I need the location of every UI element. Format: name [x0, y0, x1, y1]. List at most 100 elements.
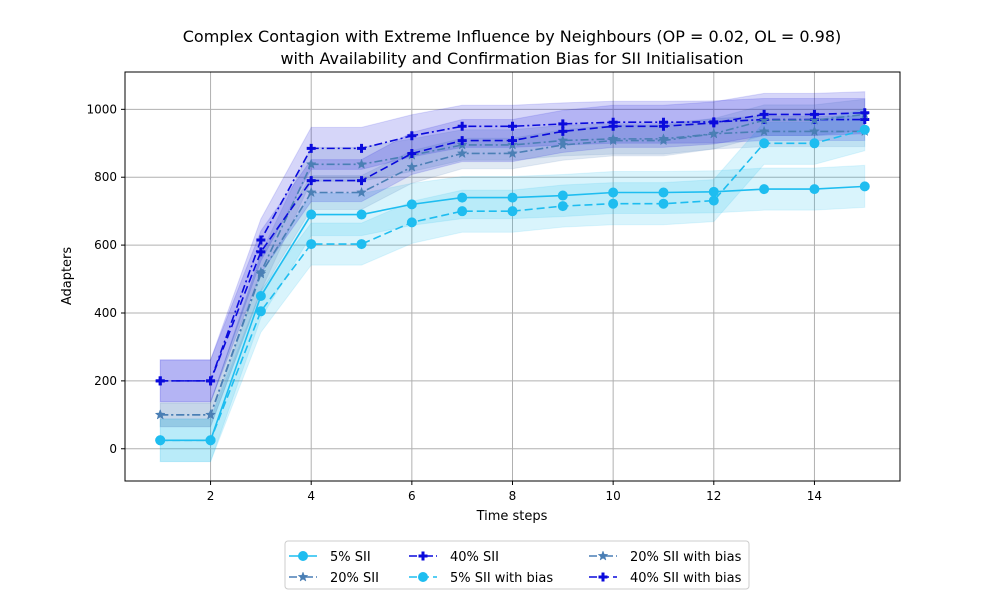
x-tick-label: 10: [606, 489, 621, 503]
series-5-point: [205, 409, 216, 420]
series-1-point: [356, 209, 367, 220]
x-tick-label: 8: [509, 489, 517, 503]
x-tick-label: 6: [408, 489, 416, 503]
series-1-point: [557, 190, 568, 201]
legend-entry-6-label: 40% SII with bias: [630, 571, 742, 586]
legend-entry-1-marker: [298, 551, 308, 561]
series-4-point: [356, 239, 367, 250]
series-3-point: [256, 235, 266, 245]
series-6-point: [357, 176, 367, 186]
series-1-point: [306, 209, 317, 220]
series-4-point: [759, 138, 770, 149]
legend-entry-4-label: 5% SII with bias: [450, 571, 553, 586]
axis-ticks: 2 4 6 8 10 12 14 0 200 400 600 800 1000: [86, 102, 822, 503]
y-tick-label: 400: [94, 306, 117, 320]
series-3-point: [508, 121, 517, 131]
series-4-point: [306, 239, 317, 250]
y-tick-label: 200: [94, 374, 117, 388]
series-5-point: [658, 134, 669, 146]
series-5-line: [160, 113, 865, 416]
series-2-point: [305, 158, 317, 169]
series-5-point: [305, 186, 317, 198]
series-4-point: [658, 198, 669, 209]
y-tick-label: 1000: [86, 102, 117, 116]
series-5-point: [456, 147, 468, 159]
series-4-point: [859, 124, 870, 135]
x-tick-label: 2: [207, 489, 215, 503]
series-6-point: [558, 126, 568, 136]
x-tick-label: 4: [307, 489, 315, 503]
legend-entry-3-marker: [418, 551, 428, 561]
series-5-point: [356, 186, 367, 198]
y-tick-label: 600: [94, 238, 117, 252]
series-3-point: [407, 131, 417, 141]
series-markers: [154, 108, 871, 446]
series-6-point: [759, 109, 769, 119]
series-6-point: [608, 121, 618, 131]
series-5-point: [507, 147, 518, 159]
grid: [125, 72, 900, 481]
series-5-point: [607, 134, 619, 146]
x-axis-label: Time steps: [476, 509, 548, 524]
series-1-point: [658, 187, 669, 198]
series-1-point: [608, 187, 619, 198]
series-4-point: [406, 217, 417, 228]
series-3-point: [457, 121, 467, 131]
series-6-point: [306, 176, 316, 186]
series-5-point: [758, 114, 770, 125]
series-2-point: [809, 125, 820, 137]
series-6-point: [256, 247, 266, 257]
y-tick-label: 0: [109, 442, 117, 456]
y-axis-label: Adapters: [60, 247, 75, 306]
x-tick-label: 14: [807, 489, 822, 503]
legend-entry-5-label: 20% SII with bias: [630, 550, 742, 565]
series-5-point: [557, 139, 569, 150]
series-1-band: [159, 164, 866, 463]
legend-entry-4-marker: [418, 572, 428, 582]
legend-entry-5-marker: [597, 550, 609, 561]
series-4-point: [457, 206, 468, 217]
series-5-point: [154, 409, 166, 420]
series-1-point: [759, 184, 770, 195]
series-6-point: [860, 108, 870, 118]
series-6-point: [709, 118, 719, 128]
series-4-point: [809, 138, 820, 149]
series-3-point: [306, 143, 316, 153]
legend-frame: [284, 540, 750, 590]
series-2-point: [758, 125, 770, 137]
x-tick-label: 12: [706, 489, 721, 503]
series-1-point: [507, 192, 518, 203]
series-1-point: [406, 199, 417, 210]
series-1-point: [708, 186, 719, 197]
series-4-point: [155, 435, 166, 446]
series-6-point: [809, 109, 819, 119]
series-1-point: [809, 184, 820, 195]
series-6-point: [508, 136, 517, 146]
series-6-point: [206, 376, 216, 386]
legend-entry-1-label: 5% SII: [330, 550, 371, 565]
series-6-point: [658, 121, 668, 131]
series-3-point: [357, 143, 367, 153]
series-6-point: [457, 136, 467, 146]
series-5-point: [708, 128, 720, 139]
legend-entry-6-marker: [598, 572, 608, 582]
series-5-point: [255, 268, 267, 279]
chart-title-line-1: Complex Contagion with Extreme Influence…: [183, 27, 841, 46]
chart-title-line-2: with Availability and Confirmation Bias …: [280, 49, 743, 68]
series-2-point: [356, 158, 367, 169]
series-4-point: [507, 206, 518, 217]
series-4-point: [608, 198, 619, 209]
series-4-point: [255, 306, 266, 317]
series-4-point: [708, 195, 719, 206]
series-4-line: [160, 128, 865, 442]
series-1-point: [457, 192, 468, 203]
series-6-point: [407, 148, 417, 158]
y-tick-label: 800: [94, 170, 117, 184]
series-3-band: [159, 97, 866, 403]
legend-entry-3-label: 40% SII: [450, 550, 499, 565]
series-1-point: [255, 291, 266, 302]
legend-entry-2-marker: [297, 571, 309, 582]
series-4-point: [557, 201, 568, 212]
series-5-point: [809, 114, 820, 125]
